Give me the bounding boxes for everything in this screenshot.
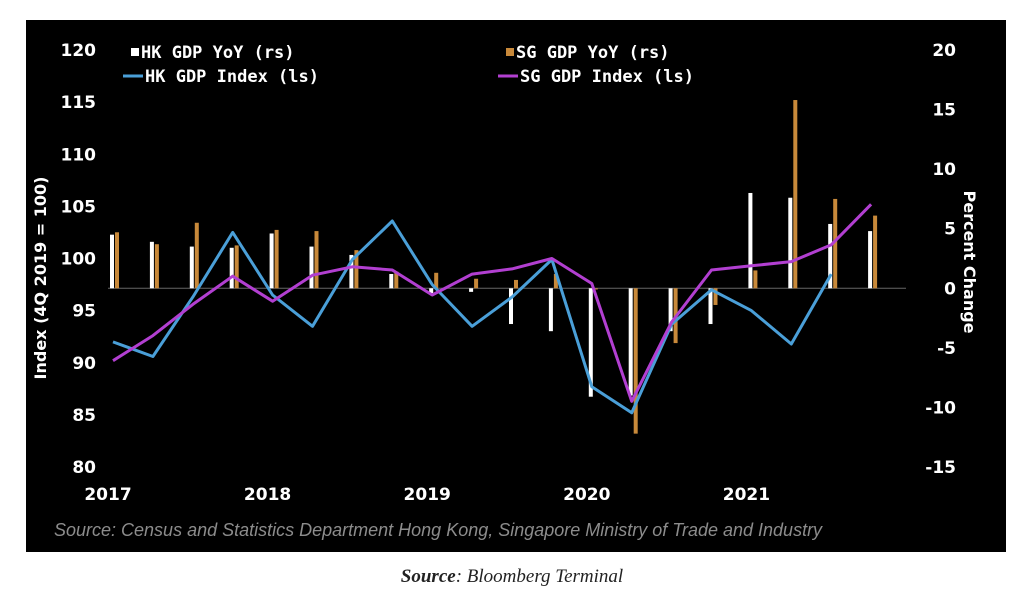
x-tick-label: 2017 [84,485,131,505]
sg-yoy-bar [474,278,479,289]
caption-text: : Bloomberg Terminal [455,566,624,587]
right-tick-label: -15 [925,458,956,478]
sg-yoy-bar [514,279,518,289]
sg-yoy-bar [154,244,159,289]
left-tick-label: 115 [61,93,97,113]
legend: HK GDP YoY (rs) SG GDP YoY (rs) HK GDP Ind… [123,43,694,87]
hk-yoy-bar [389,273,394,289]
legend-label: HK GDP Index (ls) [145,67,319,87]
bar-layer [110,100,878,434]
hk-yoy-bar [788,197,793,289]
x-tick-label: 2019 [404,485,451,505]
left-tick-label: 110 [61,145,97,165]
hk-yoy-bar [828,223,833,289]
x-tick-label: 2020 [563,485,610,505]
legend-swatch-bar [506,48,514,56]
hk-yoy-bar [110,234,114,289]
legend-label: SG GDP Index (ls) [520,67,694,87]
legend-swatch-bar [131,48,139,56]
sg-yoy-bar [394,271,399,289]
hk-yoy-bar [588,288,593,397]
left-tick-label: 120 [61,41,97,61]
chart-source-note: Source: Census and Statistics Department… [54,520,823,540]
sg-yoy-bar [873,215,878,289]
sg-yoy-bar [753,270,758,289]
left-tick-label: 90 [72,354,96,374]
left-tick-label: 80 [72,458,96,478]
sg-yoy-bar [833,198,838,289]
right-tick-label: 20 [932,41,956,61]
right-tick-label: 15 [932,101,956,121]
right-tick-label: -10 [925,398,956,418]
hk-yoy-bar [628,288,633,396]
hk-yoy-bar [509,288,513,325]
sg-yoy-bar [115,232,119,289]
hk-yoy-bar [229,247,234,289]
figure-caption: Source: Bloomberg Terminal [0,566,1024,588]
hk-yoy-bar [668,288,673,332]
sg-yoy-bar [274,229,279,289]
sg-yoy-bar [434,272,439,289]
right-tick-label: -5 [937,339,956,359]
hk-yoy-bar [548,288,553,332]
x-tick-label: 2018 [244,485,291,505]
hk-yoy-bar [748,192,753,289]
sg-yoy-bar [713,288,718,305]
sg-yoy-bar [633,288,638,434]
hk-yoy-bar [269,233,274,289]
right-tick-label: 5 [944,220,956,240]
chart-panel: 80 85 90 95 100 105 110 115 120 -15 -10 -5 0 5 10 15 20 2… [26,20,1006,552]
left-tick-label: 95 [72,302,96,322]
sg-yoy-bar [194,222,199,289]
line-layer [112,203,873,415]
right-tick-label: 0 [944,279,956,299]
sg-yoy-bar [793,100,798,289]
sg-yoy-bar [314,231,319,289]
hk-yoy-bar [429,288,434,294]
left-tick-label: 105 [61,197,97,217]
hk-yoy-bar [708,288,713,325]
right-axis-title: Percent Change [960,190,979,333]
hk-yoy-bar [149,241,154,289]
sg-yoy-bar [553,273,558,289]
hk-yoy-bar [309,246,314,289]
hk-yoy-bar [868,231,873,289]
sg-yoy-bar [593,288,598,290]
sg-index-line [112,203,873,403]
right-tick-label: 10 [932,160,956,180]
x-tick-label: 2021 [723,485,770,505]
left-axis-title: Index (4Q 2019 = 100) [31,177,50,380]
hk-yoy-bar [349,254,354,289]
caption-label: Source [400,566,456,587]
legend-label: HK GDP YoY (rs) [141,43,295,63]
legend-label: SG GDP YoY (rs) [516,43,670,63]
hk-yoy-bar [469,288,474,292]
sg-yoy-bar [354,250,359,289]
tick-layer: 80859095100105110115120-15-10-5051015202… [61,41,957,505]
hk-yoy-bar [189,246,194,289]
gdp-chart: 80859095100105110115120-15-10-5051015202… [31,41,979,540]
hk-index-line [112,219,833,415]
left-tick-label: 85 [72,406,96,426]
sg-yoy-bar [234,245,239,289]
left-tick-label: 100 [61,250,97,270]
